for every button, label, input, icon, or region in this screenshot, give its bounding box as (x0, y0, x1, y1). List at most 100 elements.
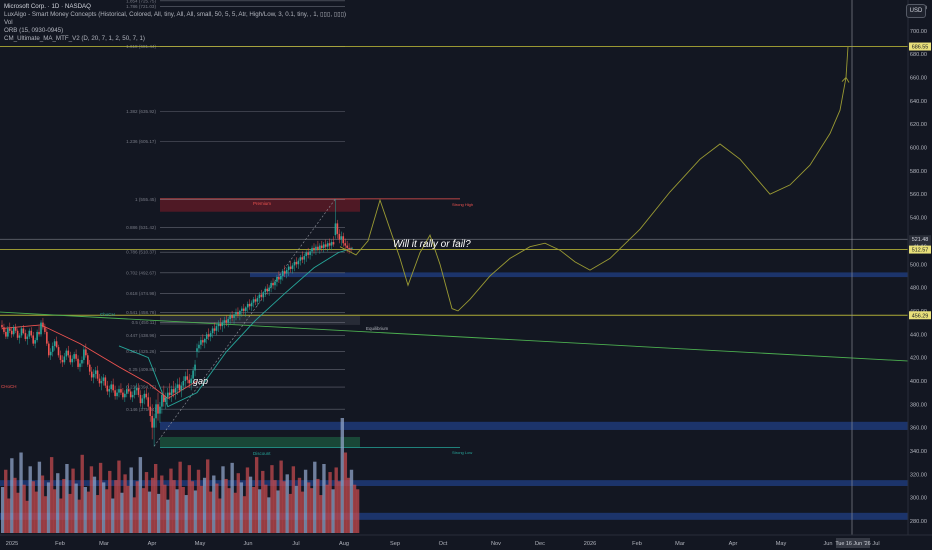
candle (211, 326, 214, 338)
candle-body (241, 308, 243, 311)
candle (168, 383, 171, 400)
strong-low-label: Strong Low (452, 450, 472, 455)
premium-label: Premium (253, 201, 271, 206)
candle-body (22, 328, 25, 334)
candle-body (244, 307, 247, 311)
candle (170, 385, 173, 402)
candle-body (213, 328, 216, 331)
candle (287, 264, 290, 276)
fib-level-label: 0.702 (492.67) (126, 270, 156, 275)
candle (30, 327, 33, 338)
candle-body (155, 404, 157, 419)
candle-body (42, 322, 44, 328)
moving-average-green (118, 247, 354, 408)
candle (3, 323, 5, 335)
volume-bar (340, 418, 345, 533)
candle-body (348, 247, 350, 250)
candle (268, 285, 270, 296)
supply-demand-zone (250, 272, 908, 278)
candle-body (48, 343, 50, 356)
price-label-bg (909, 245, 931, 254)
candle (161, 390, 163, 414)
fib-level-label: 0.25 (409.88) (129, 367, 157, 372)
candle (32, 331, 34, 346)
candle (282, 268, 284, 281)
candle (207, 328, 210, 341)
indicator-orb[interactable]: ORB (15, 0930-0945) (4, 27, 64, 34)
volume-bar (68, 493, 72, 533)
candle (92, 369, 95, 384)
candle (350, 246, 352, 253)
candle-body (161, 394, 163, 407)
candle (71, 355, 73, 367)
discount-zone (160, 436, 360, 448)
volume-bar (319, 495, 323, 533)
symbol-title[interactable]: Microsoft Corp. · 1D · NASDAQ (4, 3, 91, 10)
volume-bar (83, 487, 87, 533)
candle-body (16, 330, 19, 338)
candle-body (293, 261, 296, 266)
candle (299, 254, 302, 266)
volume-bar (181, 487, 185, 533)
labels-layer: Will it rally or fail? gap Premium Stron… (1, 201, 473, 456)
candle (246, 301, 249, 313)
candle (194, 359, 196, 377)
candle-body (110, 384, 112, 390)
candle-body (268, 287, 270, 292)
indicator-ma[interactable]: CM_Ultimate_MA_MTF_V2 (D, 20, 7, 1, 2, 5… (4, 35, 145, 42)
candle (133, 386, 136, 399)
volume-bar (157, 493, 161, 533)
candle-body (266, 288, 268, 292)
volume-bar (108, 470, 112, 533)
candle (108, 385, 111, 398)
candle (274, 279, 276, 290)
equilibrium-label: Equilibrium (366, 326, 389, 331)
volume-bar (89, 466, 94, 533)
volume-bar (114, 480, 118, 533)
strong-high-label: Strong High (452, 202, 473, 207)
indicator-vol[interactable]: Vol (4, 19, 13, 26)
candle (213, 322, 216, 335)
price-label: 521.48 (909, 235, 931, 244)
candle-body (57, 347, 60, 356)
currency-button[interactable]: USD (906, 4, 926, 18)
candle (151, 404, 153, 440)
fib-level-label: 0.886 (531.42) (126, 225, 156, 230)
candle-body (223, 320, 226, 323)
candle (104, 375, 107, 388)
candle-body (283, 271, 286, 274)
volume-bar (65, 464, 69, 533)
candle (51, 342, 54, 357)
candle (36, 329, 38, 343)
candle-body (338, 233, 341, 240)
volume-bar (212, 475, 216, 533)
volume-bar (1, 487, 5, 533)
candle (342, 232, 345, 247)
candle (291, 263, 294, 274)
indicator-smc[interactable]: LuxAlgo - Smart Money Concepts (Historic… (4, 11, 347, 18)
candle-body (258, 294, 261, 299)
volume-bar (160, 475, 164, 533)
candle-body (246, 303, 249, 308)
candle (192, 366, 194, 384)
candle-body (147, 397, 150, 407)
candle-body (143, 393, 146, 399)
volume-bar (215, 483, 219, 533)
volume-bar (80, 454, 84, 533)
volume-bar (254, 457, 259, 533)
candle (297, 258, 300, 269)
candle-body (190, 378, 192, 384)
candle-body (102, 377, 105, 381)
candle (182, 376, 185, 391)
candle (73, 351, 75, 363)
candle (174, 383, 177, 400)
candle-body (1, 324, 3, 328)
candle-body (282, 271, 284, 276)
candle-body (81, 359, 83, 364)
candle (241, 306, 243, 317)
candle-body (26, 336, 29, 339)
candle (262, 291, 265, 302)
candle-body (63, 356, 66, 363)
price-label-bg (909, 235, 931, 244)
